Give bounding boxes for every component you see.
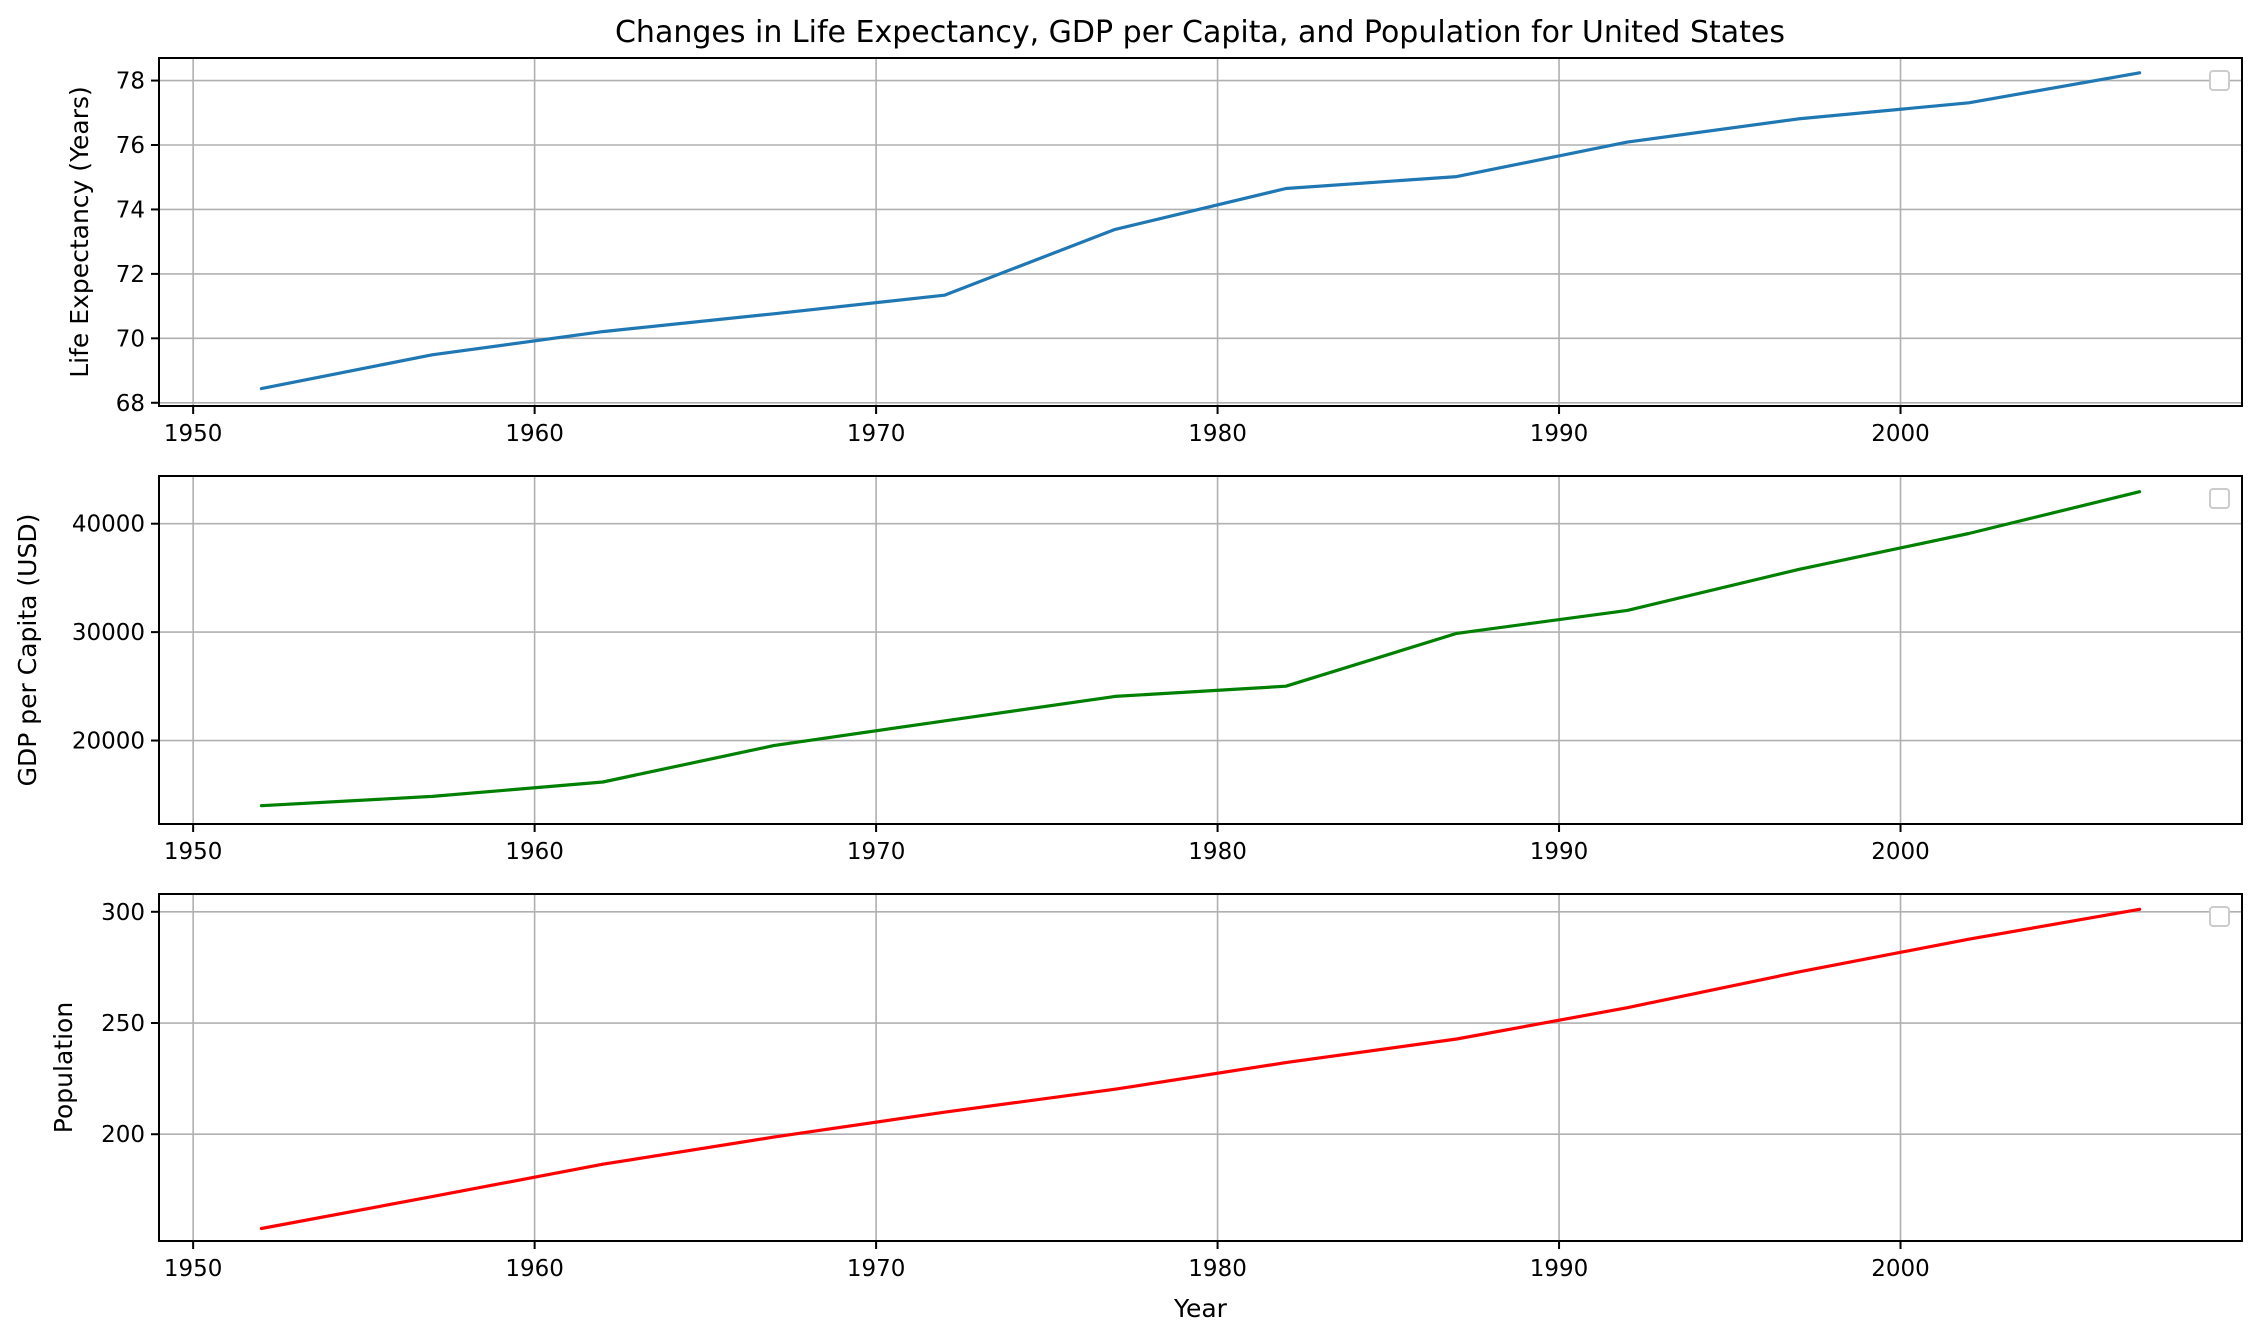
y-axis-label: GDP per Capita (USD) [13,514,42,787]
x-axis-label: Year [1173,1294,1228,1323]
y-tick-label: 76 [116,133,145,159]
plot-frame [158,893,2243,1242]
x-tick-label: 1970 [847,1256,906,1282]
y-tick-label: 200 [101,1122,145,1148]
x-tick-label: 1980 [1188,421,1247,447]
series-line [259,907,2142,1231]
y-tick-label: 30000 [72,620,145,646]
chart-title: Changes in Life Expectancy, GDP per Capi… [615,15,1785,50]
x-tick-label: 1950 [164,421,223,447]
x-tick-label: 1990 [1530,421,1589,447]
y-tick-label: 300 [101,900,145,926]
y-tick-label: 78 [116,69,145,95]
y-tick-label: 74 [116,197,145,223]
x-tick-label: 1960 [505,1256,564,1282]
x-tick-label: 1950 [164,839,223,865]
panels-group: 1950 1960 1970 1980 1990 2000 68 70 72 74 76 78 Life… [13,57,2243,1323]
x-tick-label: 1990 [1530,1256,1589,1282]
y-axis-label: Population [49,1002,78,1133]
y-tick-label: 70 [116,326,145,352]
x-tick-label: 1980 [1188,839,1247,865]
y-tick-label: 68 [116,391,145,417]
y-tick-label: 20000 [72,729,145,755]
plot-frame [158,57,2243,407]
x-tick-label: 1980 [1188,1256,1247,1282]
x-tick-label: 2000 [1871,1256,1930,1282]
x-tick-label: 1960 [505,421,564,447]
x-tick-label: 2000 [1871,839,1930,865]
y-tick-label: 250 [101,1011,145,1037]
panel-1: 1950 1960 1970 1980 1990 2000 68 70 72 74 76 78 Life… [65,57,2243,447]
x-tick-label: 2000 [1871,421,1930,447]
x-tick-label: 1970 [847,421,906,447]
plot-frame [158,475,2243,825]
x-tick-label: 1960 [505,839,564,865]
legend-box [2209,488,2230,509]
series-line [259,490,2142,808]
series-line [259,71,2142,391]
panel-2: 1950 1960 1970 1980 1990 2000 20000 30000 40000 G… [13,475,2243,865]
panel-3: 1950 1960 1970 1980 1990 2000 200 250 300 Populat… [49,893,2243,1323]
legend-box [2209,906,2230,927]
y-axis-label: Life Expectancy (Years) [65,86,94,378]
y-tick-label: 72 [116,262,145,288]
x-tick-label: 1970 [847,839,906,865]
legend-box [2209,70,2230,91]
x-tick-label: 1990 [1530,839,1589,865]
x-tick-label: 1950 [164,1256,223,1282]
y-tick-label: 40000 [72,512,145,538]
